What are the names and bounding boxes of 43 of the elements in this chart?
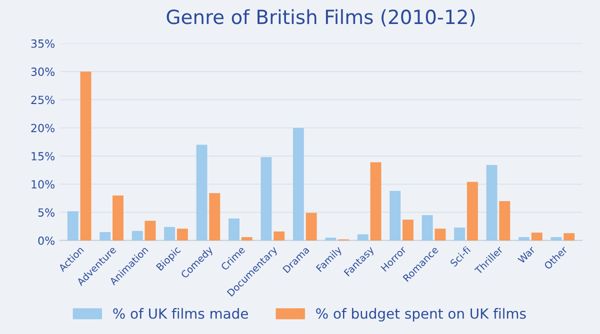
- bar: [112, 195, 124, 240]
- bar: [531, 232, 542, 240]
- bar: [518, 237, 530, 240]
- x-tick-label: War: [517, 246, 536, 264]
- bar: [274, 231, 285, 240]
- y-tick-label: 20%: [31, 124, 55, 132]
- bar: [292, 128, 304, 240]
- bar: [499, 201, 510, 240]
- bar: [370, 162, 382, 240]
- bar: [164, 226, 176, 240]
- bar: [390, 190, 401, 240]
- bar: [144, 220, 156, 240]
- bar: [402, 220, 414, 240]
- bar: [196, 144, 208, 240]
- bar: [67, 211, 78, 240]
- bar: [357, 234, 368, 240]
- y-tick-label: 10%: [32, 180, 55, 189]
- bar: [564, 233, 575, 240]
- bar: [176, 228, 188, 240]
- bar: [100, 232, 111, 240]
- bar: [209, 193, 220, 240]
- bar: [466, 182, 478, 240]
- bar: [454, 228, 466, 240]
- y-tick-label: 5%: [38, 208, 55, 217]
- bar: [132, 230, 143, 240]
- bar: [434, 228, 446, 240]
- bar: [80, 72, 92, 240]
- bar: [422, 215, 433, 240]
- y-tick-label: 35%: [31, 39, 55, 48]
- bar: [550, 237, 562, 240]
- bar: [486, 165, 498, 240]
- bar: [228, 218, 240, 240]
- y-tick-label: 25%: [31, 96, 55, 104]
- bar: [325, 238, 336, 240]
- y-tick-label: 0%: [38, 236, 55, 245]
- y-tick-label: 30%: [31, 68, 55, 76]
- legend-label: % of UK films made: [113, 308, 248, 319]
- bar: [260, 157, 272, 240]
- bar: [306, 212, 317, 240]
- y-tick-label: 15%: [32, 152, 55, 160]
- chart-title: Genre of British Films (2010-12): [166, 9, 475, 27]
- bar: [241, 237, 252, 240]
- legend-label: % of budget spent on UK films: [316, 308, 526, 322]
